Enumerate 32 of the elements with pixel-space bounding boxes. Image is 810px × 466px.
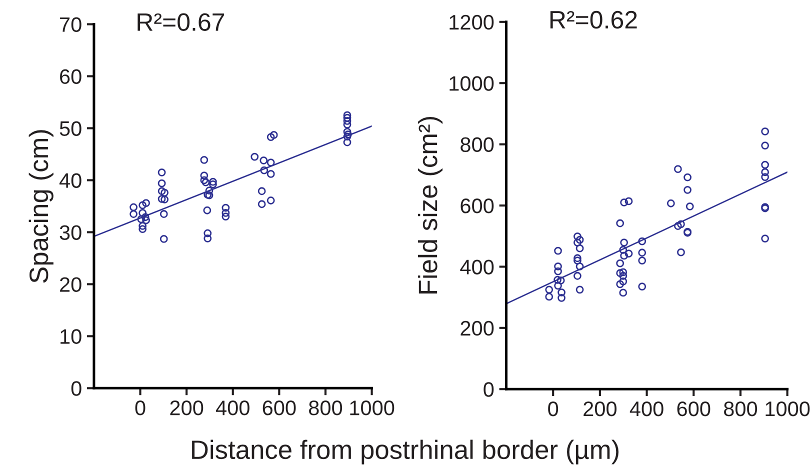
- y-axis-title: Field size (cm²): [418, 116, 443, 294]
- y-tick-label: 1200: [450, 14, 494, 30]
- y-tick-label: 200: [460, 320, 494, 336]
- y-tick-label: 400: [460, 260, 494, 274]
- y-tick-label: 60: [60, 69, 82, 84]
- x-tick-label: 400: [216, 400, 250, 416]
- y-tick-label: 600: [460, 198, 494, 214]
- y-tick-label: 800: [460, 137, 494, 152]
- x-tick-label: 1000: [766, 401, 810, 416]
- y-tick-label: 50: [60, 121, 82, 136]
- x-tick-label: 600: [262, 400, 296, 416]
- x-tick-label: 600: [677, 401, 710, 416]
- y-tick-label: 1000: [450, 76, 494, 91]
- y-tick-label: 20: [60, 277, 82, 292]
- annotation: R²=0.62: [550, 10, 637, 29]
- x-tick-label: 800: [309, 400, 342, 416]
- y-axis-title: Spacing (cm): [28, 130, 54, 283]
- y-tick-label: 40: [59, 173, 82, 188]
- y-tick-label: 0: [484, 382, 494, 397]
- x-axis-title: Distance from postrhinal border (µm): [192, 440, 618, 464]
- y-tick-label: 10: [60, 329, 82, 344]
- annotation: R²=0.67: [138, 13, 224, 31]
- y-tick-label: 30: [60, 225, 82, 240]
- x-tick-label: 800: [724, 401, 758, 416]
- x-tick-label: 200: [584, 401, 617, 416]
- x-tick-label: 0: [135, 400, 146, 416]
- x-tick-label: 1000: [350, 400, 394, 416]
- x-tick-label: 400: [630, 401, 664, 416]
- y-tick-label: 0: [71, 381, 82, 396]
- y-tick-label: 70: [60, 17, 82, 32]
- x-tick-label: 200: [170, 400, 204, 416]
- x-tick-label: 0: [548, 401, 558, 416]
